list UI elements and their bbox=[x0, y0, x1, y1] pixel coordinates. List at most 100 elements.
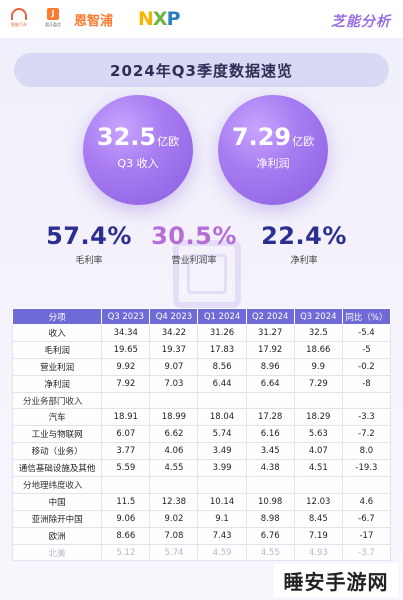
operating-margin-value: 30.5% bbox=[151, 222, 237, 250]
row-label: 移动（业务） bbox=[11, 442, 103, 461]
table-row: 北美 5.12 5.74 4.59 4.55 4.93 -3.7 bbox=[11, 543, 392, 562]
table-cell: 17.28 bbox=[245, 408, 295, 427]
enzhipu-logo-text: 恩智浦 bbox=[74, 13, 114, 29]
table-cell: 7.92 bbox=[101, 374, 151, 393]
table-cell: 8.66 bbox=[101, 526, 151, 545]
table-cell bbox=[293, 391, 343, 410]
table-row: 分业务部门收入 bbox=[11, 391, 392, 410]
table-cell: 19.37 bbox=[149, 340, 199, 359]
table-cell: 6.76 bbox=[245, 526, 295, 545]
table-cell bbox=[197, 391, 247, 410]
car-logo-icon bbox=[11, 8, 27, 20]
table-cell: 4.6 bbox=[341, 492, 392, 511]
header-q3-2024: Q3 2024 bbox=[293, 308, 343, 325]
table-cell: 9.1 bbox=[197, 509, 247, 528]
nxp-logo-n: N bbox=[138, 8, 154, 30]
table-cell: 18.04 bbox=[197, 408, 247, 427]
table-cell: 4.59 bbox=[197, 543, 247, 562]
table-cell: -8 bbox=[341, 374, 392, 393]
table-cell: 9.92 bbox=[101, 357, 151, 376]
header-q3-2023: Q3 2023 bbox=[101, 308, 151, 325]
table-cell: 4.06 bbox=[149, 442, 199, 461]
table-cell: 18.29 bbox=[293, 408, 343, 427]
table-cell: -0.2 bbox=[341, 357, 392, 376]
row-label: 汽车 bbox=[11, 408, 103, 427]
table-cell: 18.66 bbox=[293, 340, 343, 359]
gross-margin-value: 57.4% bbox=[46, 222, 132, 250]
net-profit-circle: 7.29亿欧 净利润 bbox=[218, 95, 328, 205]
table-cell bbox=[341, 476, 392, 494]
table-row: 营业利润 9.92 9.07 8.56 8.96 9.9 -0.2 bbox=[11, 357, 392, 376]
table-header-row: 分项 Q3 2023 Q4 2023 Q1 2024 Q2 2024 Q3 20… bbox=[11, 308, 392, 325]
table-cell: 18.99 bbox=[149, 408, 199, 427]
table-cell: 6.64 bbox=[245, 374, 295, 393]
watermark: 睡安手游网 bbox=[274, 563, 398, 597]
table-cell: 4.38 bbox=[245, 459, 295, 478]
table-cell: 11.5 bbox=[101, 492, 151, 511]
table-cell: 4.55 bbox=[245, 543, 295, 562]
table-cell: 32.5 bbox=[293, 324, 343, 342]
table-cell: 3.77 bbox=[101, 442, 151, 461]
table-cell: 10.98 bbox=[245, 492, 295, 511]
table-cell bbox=[245, 476, 295, 494]
table-cell: 3.45 bbox=[245, 442, 295, 461]
table-cell: -7.2 bbox=[341, 425, 392, 444]
table-cell bbox=[341, 391, 392, 410]
table-cell: 31.27 bbox=[245, 324, 295, 342]
table-cell: 6.44 bbox=[197, 374, 247, 393]
header-item: 分项 bbox=[11, 308, 103, 325]
gross-margin-kpi: 57.4% 毛利率 bbox=[34, 222, 144, 266]
zhineng-logo-text: 智能汽车 bbox=[11, 22, 27, 27]
brand-logo: 芝能分析 bbox=[331, 14, 391, 30]
nxp-logo-x: X bbox=[152, 8, 168, 30]
chip-decoration-icon bbox=[173, 240, 241, 308]
nxp-logo-p: P bbox=[166, 8, 181, 30]
table-cell: 19.65 bbox=[101, 340, 151, 359]
enzhipu-logo: 恩智浦 bbox=[74, 8, 113, 30]
junzheng-logo-icon: J bbox=[47, 8, 59, 20]
junzheng-logo: J 君正盈芯 bbox=[40, 8, 66, 34]
junzheng-logo-text: 君正盈芯 bbox=[45, 22, 61, 27]
table-cell: -5 bbox=[341, 340, 392, 359]
header-q4-2023: Q4 2023 bbox=[149, 308, 199, 325]
top-bar: 智能汽车 J 君正盈芯 恩智浦 NXP 芝能分析 bbox=[0, 0, 403, 38]
table-cell: -19.3 bbox=[341, 459, 392, 478]
table-cell: 12.03 bbox=[293, 492, 343, 511]
table-cell bbox=[101, 391, 151, 410]
zhineng-logo: 智能汽车 bbox=[4, 8, 34, 34]
table-cell: 5.59 bbox=[101, 459, 151, 478]
table-cell: 17.92 bbox=[245, 340, 295, 359]
table-cell: 6.62 bbox=[149, 425, 199, 444]
table-cell: 17.83 bbox=[197, 340, 247, 359]
row-label: 收入 bbox=[11, 324, 103, 342]
header-q1-2024: Q1 2024 bbox=[197, 308, 247, 325]
table-cell bbox=[149, 391, 199, 410]
operating-margin-label: 营业利润率 bbox=[171, 256, 217, 266]
revenue-unit: 亿欧 bbox=[157, 135, 180, 148]
table-cell: 4.07 bbox=[293, 442, 343, 461]
table-cell: 8.56 bbox=[197, 357, 247, 376]
table-cell: 8.45 bbox=[293, 509, 343, 528]
table-cell: -3.7 bbox=[341, 543, 392, 562]
table-cell: 6.16 bbox=[245, 425, 295, 444]
table-row: 分地理纬度收入 bbox=[11, 476, 392, 494]
table-cell: 10.14 bbox=[197, 492, 247, 511]
table-cell: 7.08 bbox=[149, 526, 199, 545]
net-profit-unit: 亿欧 bbox=[292, 135, 315, 148]
table-row: 工业与物联网 6.07 6.62 5.74 6.16 5.63 -7.2 bbox=[11, 425, 392, 444]
page-title: 2024年Q3季度数据速览 bbox=[110, 61, 293, 80]
table-row: 汽车 18.91 18.99 18.04 17.28 18.29 -3.3 bbox=[11, 408, 392, 427]
row-label: 分地理纬度收入 bbox=[11, 476, 103, 494]
table-row: 欧洲 8.66 7.08 7.43 6.76 7.19 -17 bbox=[11, 526, 392, 545]
revenue-value: 32.5 bbox=[96, 123, 157, 151]
table-cell: 7.03 bbox=[149, 374, 199, 393]
table-cell: -6.7 bbox=[341, 509, 392, 528]
table-cell: 6.07 bbox=[101, 425, 151, 444]
table-cell: 5.74 bbox=[149, 543, 199, 562]
table-cell: 9.06 bbox=[101, 509, 151, 528]
table-row: 通信基础设施及其他 5.59 4.55 3.99 4.38 4.51 -19.3 bbox=[11, 459, 392, 478]
table-cell: 8.96 bbox=[245, 357, 295, 376]
table-cell: 7.43 bbox=[197, 526, 247, 545]
table-cell: 18.91 bbox=[101, 408, 151, 427]
table-cell: 9.07 bbox=[149, 357, 199, 376]
